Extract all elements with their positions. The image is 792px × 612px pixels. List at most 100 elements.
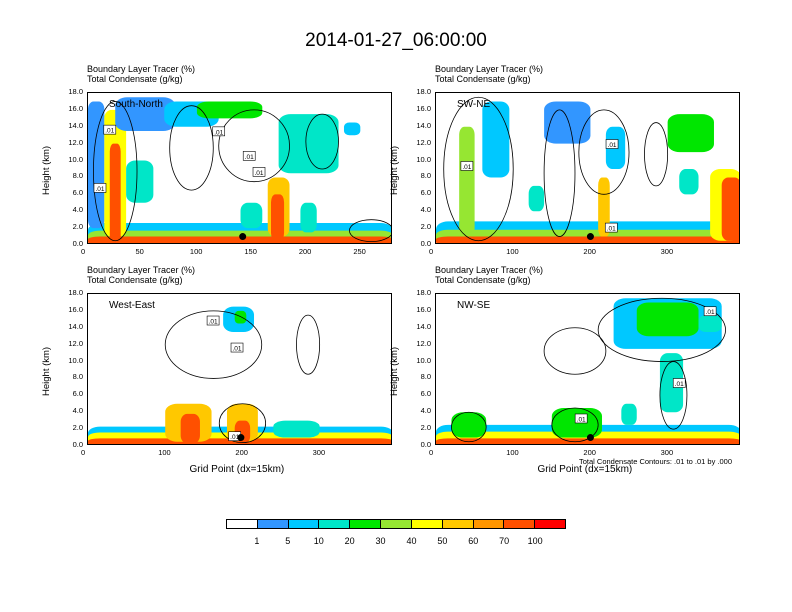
tracer-fill-region [721, 177, 739, 241]
x-tick-label: 100 [189, 247, 203, 256]
y-tick-label: 10.0 [416, 355, 431, 365]
contour-label-text: .01 [706, 309, 715, 316]
plot-area-south-north: .01 .01 .01 .01 .01 [87, 92, 392, 244]
colorbar-level-label: 1 [254, 536, 260, 546]
contour-label: .01 [242, 151, 256, 161]
panel-name: SW-NE [457, 99, 491, 110]
x-axis-label: Grid Point (dx=15km) [537, 464, 633, 475]
colorbar-level-label: 30 [375, 536, 386, 546]
y-tick-label: 2.0 [420, 222, 431, 232]
tracer-fill-region [667, 114, 714, 153]
contour-label-box [460, 161, 474, 171]
y-tick-label: 0.0 [72, 239, 83, 248]
tracer-fill-region [88, 236, 391, 243]
y-tick-label: 16.0 [68, 304, 83, 314]
contour-label: .01 [604, 222, 618, 233]
location-marker [586, 434, 594, 442]
contour-label-box [93, 183, 107, 193]
colorbar-swatch [535, 520, 565, 528]
y-tick-label: 10.0 [68, 154, 83, 164]
tracer-fill-region [126, 160, 154, 203]
colorbar-swatch [473, 520, 505, 528]
colorbar-swatch [350, 520, 382, 528]
contour-label-text: .01 [230, 434, 239, 441]
y-tick-label: 2.0 [420, 423, 431, 433]
colorbar-swatch [257, 520, 289, 528]
y-tick-label: 6.0 [72, 389, 83, 399]
plot-svg: .01 .01 .01 [436, 96, 739, 243]
y-tick-label: 16.0 [416, 304, 431, 314]
contour-label-box [103, 124, 117, 135]
contour-label: .01 [93, 183, 107, 193]
tracer-fill-region [482, 101, 510, 178]
contour-label: .01 [605, 139, 619, 149]
tracer-fill-region [436, 438, 739, 444]
contour-label-box [672, 378, 686, 388]
condensate-contour [93, 101, 138, 242]
contour-label-text: .01 [254, 170, 263, 177]
y-tick-label: 6.0 [420, 188, 431, 198]
y-tick-label: 10.0 [416, 154, 431, 164]
plot-svg: .01 .01 .01 [436, 297, 739, 444]
contour-label-text: .01 [214, 129, 223, 136]
contour-label-text: .01 [607, 226, 616, 233]
contour-label-box [604, 222, 618, 233]
condensate-contour [659, 361, 688, 430]
y-tick-label: 8.0 [420, 372, 431, 382]
tracer-fill-region [621, 403, 637, 425]
panel-var-label-contour: Total Condensate (g/kg) [435, 275, 531, 285]
contour-label: .01 [252, 167, 266, 177]
y-tick-label: 16.0 [416, 103, 431, 113]
y-tick-label: 2.0 [72, 222, 83, 232]
tracer-fill-region [115, 97, 176, 131]
y-tick-label: 18.0 [416, 87, 431, 96]
y-axis-label: Height (km) [389, 145, 400, 195]
x-tick-label: 200 [235, 448, 248, 457]
x-tick-label: 100 [506, 247, 519, 256]
contour-label: .01 [212, 126, 226, 136]
y-tick-label: 12.0 [416, 338, 431, 348]
colorbar [226, 519, 566, 529]
y-tick-label: 12.0 [68, 137, 83, 147]
tracer-fill-region [271, 194, 285, 241]
contour-label-box [230, 342, 244, 353]
colorbar-level-label: 100 [527, 536, 543, 546]
y-tick-label: 8.0 [420, 171, 431, 181]
y-tick-label: 2.0 [72, 423, 83, 433]
plot-area-sw-ne: .01 .01 .01 [435, 92, 740, 244]
x-tick-label: 100 [506, 448, 519, 457]
contour-label: .01 [672, 378, 686, 388]
y-axis-label: Height (km) [389, 346, 400, 396]
colorbar-level-label: 40 [406, 536, 417, 546]
y-tick-label: 14.0 [68, 321, 83, 331]
contour-label: .01 [703, 306, 717, 316]
condensate-contour [644, 122, 669, 187]
contour-label-text: .01 [209, 319, 218, 326]
tracer-fill-region [698, 315, 722, 332]
plot-area-west-east: .01 .01 .01 [87, 293, 392, 445]
tracer-fill-region [636, 302, 699, 337]
colorbar-swatch [381, 520, 412, 528]
tracer-fill-region [528, 185, 545, 212]
colorbar-swatch [319, 520, 351, 528]
tracer-fill-region [343, 122, 361, 136]
contour-label-text: .01 [608, 142, 617, 149]
contour-label: .01 [206, 315, 220, 326]
tracer-fill-region [278, 114, 339, 174]
condensate-contour [218, 403, 266, 444]
y-tick-label: 8.0 [72, 171, 83, 181]
tracer-fill-region [679, 169, 699, 195]
tracer-fill-region [459, 126, 475, 237]
panel-var-label-fill: Boundary Layer Tracer (%) [435, 265, 544, 275]
tracer-fill-region [180, 413, 200, 444]
contour-label-text: .01 [95, 186, 104, 193]
colorbar-swatch [504, 520, 536, 528]
contour-label-box [242, 151, 256, 161]
y-tick-label: 0.0 [420, 440, 431, 449]
condensate-contour [296, 314, 321, 375]
location-marker [586, 233, 594, 241]
condensate-contour [543, 109, 576, 237]
contour-label-box [206, 315, 220, 326]
condensate-contour [578, 109, 630, 195]
x-tick-label: 300 [312, 448, 326, 457]
